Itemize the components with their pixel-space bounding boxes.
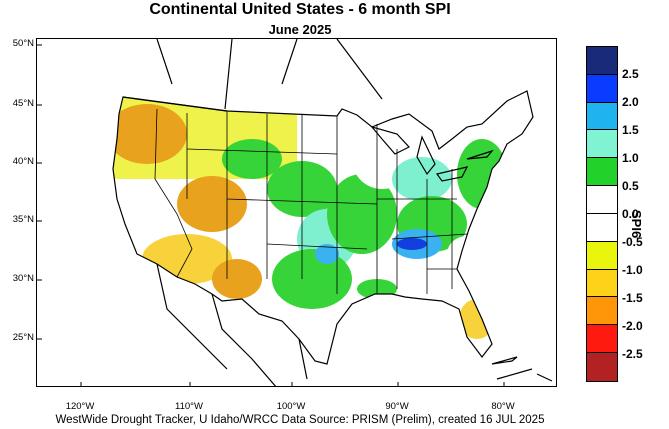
canada-border <box>122 96 228 112</box>
legend-title: SPI6 <box>629 210 644 239</box>
land-outlines <box>112 39 553 386</box>
great-lakes <box>370 125 494 182</box>
longitude-label-110w: 110°W <box>175 401 203 412</box>
legend-tick: 0.0 <box>622 207 639 221</box>
conus-outline <box>112 90 534 365</box>
map-title: Continental United States - 6 month SPI <box>149 1 451 18</box>
legend-swatch <box>587 158 617 187</box>
legend-tick: 0.5 <box>622 179 639 193</box>
legend-swatch <box>587 325 617 354</box>
legend-swatch <box>587 102 617 131</box>
color-legend <box>586 46 618 382</box>
legend-tick: 1.0 <box>622 151 639 165</box>
legend-swatch <box>587 186 617 214</box>
legend-swatch <box>587 213 617 242</box>
latitude-label-30n: 30°N <box>12 273 34 284</box>
legend-tick: -2.0 <box>622 319 643 333</box>
legend-tick: -1.5 <box>622 291 643 305</box>
latitude-label-50n: 50°N <box>12 38 34 49</box>
legend-tick: -0.5 <box>622 235 643 249</box>
latitude-label-40n: 40°N <box>12 156 34 167</box>
caribbean-islands <box>491 356 553 382</box>
legend-tick: 1.5 <box>622 123 639 137</box>
legend-swatch <box>587 47 617 75</box>
legend-tick: -2.5 <box>622 347 643 361</box>
legend-swatch <box>587 241 617 270</box>
legend-swatch <box>587 130 617 159</box>
map-subtitle: June 2025 <box>268 22 332 37</box>
legend-tick: -1.0 <box>622 263 643 277</box>
spi-map <box>36 38 557 387</box>
legend-swatch <box>587 269 617 298</box>
longitude-label-90w: 90°W <box>385 401 409 412</box>
legend-swatch <box>587 353 617 381</box>
latitude-label-25n: 25°N <box>12 332 34 343</box>
state-borders <box>154 108 468 294</box>
longitude-label-100w: 100°W <box>276 401 306 412</box>
mexico-lines <box>156 263 308 386</box>
legend-swatch <box>587 297 617 326</box>
canada-lines <box>156 39 383 110</box>
longitude-label-120w: 120°W <box>65 401 95 412</box>
legend-swatch <box>587 74 617 103</box>
credit-line: WestWide Drought Tracker, U Idaho/WRCC D… <box>55 414 545 426</box>
spi-surface <box>113 91 517 364</box>
map-graticule-ticks <box>37 44 505 386</box>
legend-tick: 2.5 <box>622 67 639 81</box>
latitude-label-45n: 45°N <box>12 98 34 109</box>
legend-tick: 2.0 <box>622 95 639 109</box>
latitude-label-35n: 35°N <box>12 214 34 225</box>
longitude-label-80w: 80°W <box>491 401 515 412</box>
